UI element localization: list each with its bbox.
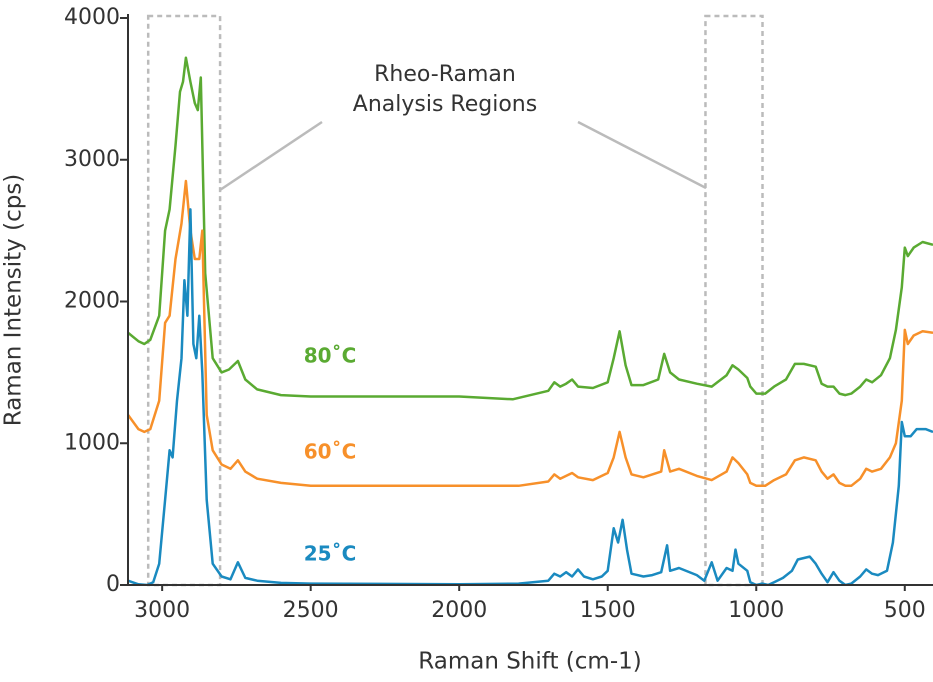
annotation: Rheo-Raman	[374, 62, 516, 87]
spectrum-line	[128, 179, 933, 488]
analysis-region	[704, 14, 764, 587]
series-label: 25˚C	[304, 542, 357, 566]
spectrum-line	[128, 56, 933, 401]
x-axis-label: Raman Shift (cm-1)	[418, 649, 641, 675]
y-axis-label: Raman Intensity (cps)	[1, 174, 27, 427]
y-tick-label: 2000	[64, 289, 120, 314]
y-tick-label: 4000	[64, 5, 120, 30]
series-label: 80˚C	[304, 344, 357, 368]
x-tick-label: 2500	[283, 598, 339, 623]
series-label: 60˚C	[304, 440, 357, 464]
y-tick-label: 3000	[64, 147, 120, 172]
x-tick-label: 1500	[580, 598, 636, 623]
x-tick-label: 500	[884, 598, 926, 623]
spectrum-line	[128, 208, 933, 586]
y-tick-label: 0	[106, 572, 120, 597]
y-tick-label: 1000	[64, 430, 120, 455]
x-tick-label: 3000	[134, 598, 190, 623]
annotation: Analysis Regions	[353, 92, 537, 117]
x-tick-label: 2000	[431, 598, 487, 623]
callout-line	[577, 120, 707, 190]
x-tick-label: 1000	[728, 598, 784, 623]
callout-line	[219, 120, 323, 192]
plot-area	[128, 56, 933, 586]
